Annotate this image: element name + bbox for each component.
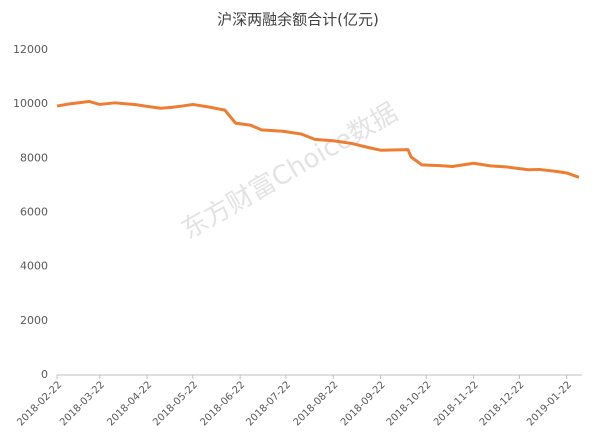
y-tick-label: 8000 (20, 151, 48, 164)
line (56, 99, 580, 179)
x-tick-label: 2018-10-22 (385, 379, 434, 428)
y-tick-label: 10000 (13, 97, 48, 110)
x-tick-label: 2018-04-22 (105, 379, 154, 428)
x-tick-label: 2018-06-22 (199, 379, 248, 428)
chart-title: 沪深两融余额合计(亿元) (217, 11, 379, 29)
y-tick-label: 6000 (20, 206, 48, 219)
x-tick-label: 2018-03-22 (58, 379, 107, 428)
watermark: 东方财富Choice数据 (177, 98, 403, 246)
y-tick-label: 0 (41, 368, 48, 381)
y-tick-label: 2000 (20, 314, 48, 327)
x-tick-label: 2018-09-22 (339, 379, 388, 428)
x-tick-label: 2018-05-22 (151, 379, 200, 428)
y-tick-label: 4000 (20, 260, 48, 273)
y-tick-label: 12000 (13, 43, 48, 56)
x-tick-label: 2018-02-22 (15, 379, 64, 428)
x-tick-label: 2018-07-22 (244, 379, 293, 428)
x-tick-label: 2018-11-22 (432, 379, 481, 428)
x-tick-label: 2018-12-22 (478, 379, 527, 428)
x-tick-label: 2018-08-22 (292, 379, 341, 428)
x-tick-label: 2019-01-22 (525, 379, 574, 428)
